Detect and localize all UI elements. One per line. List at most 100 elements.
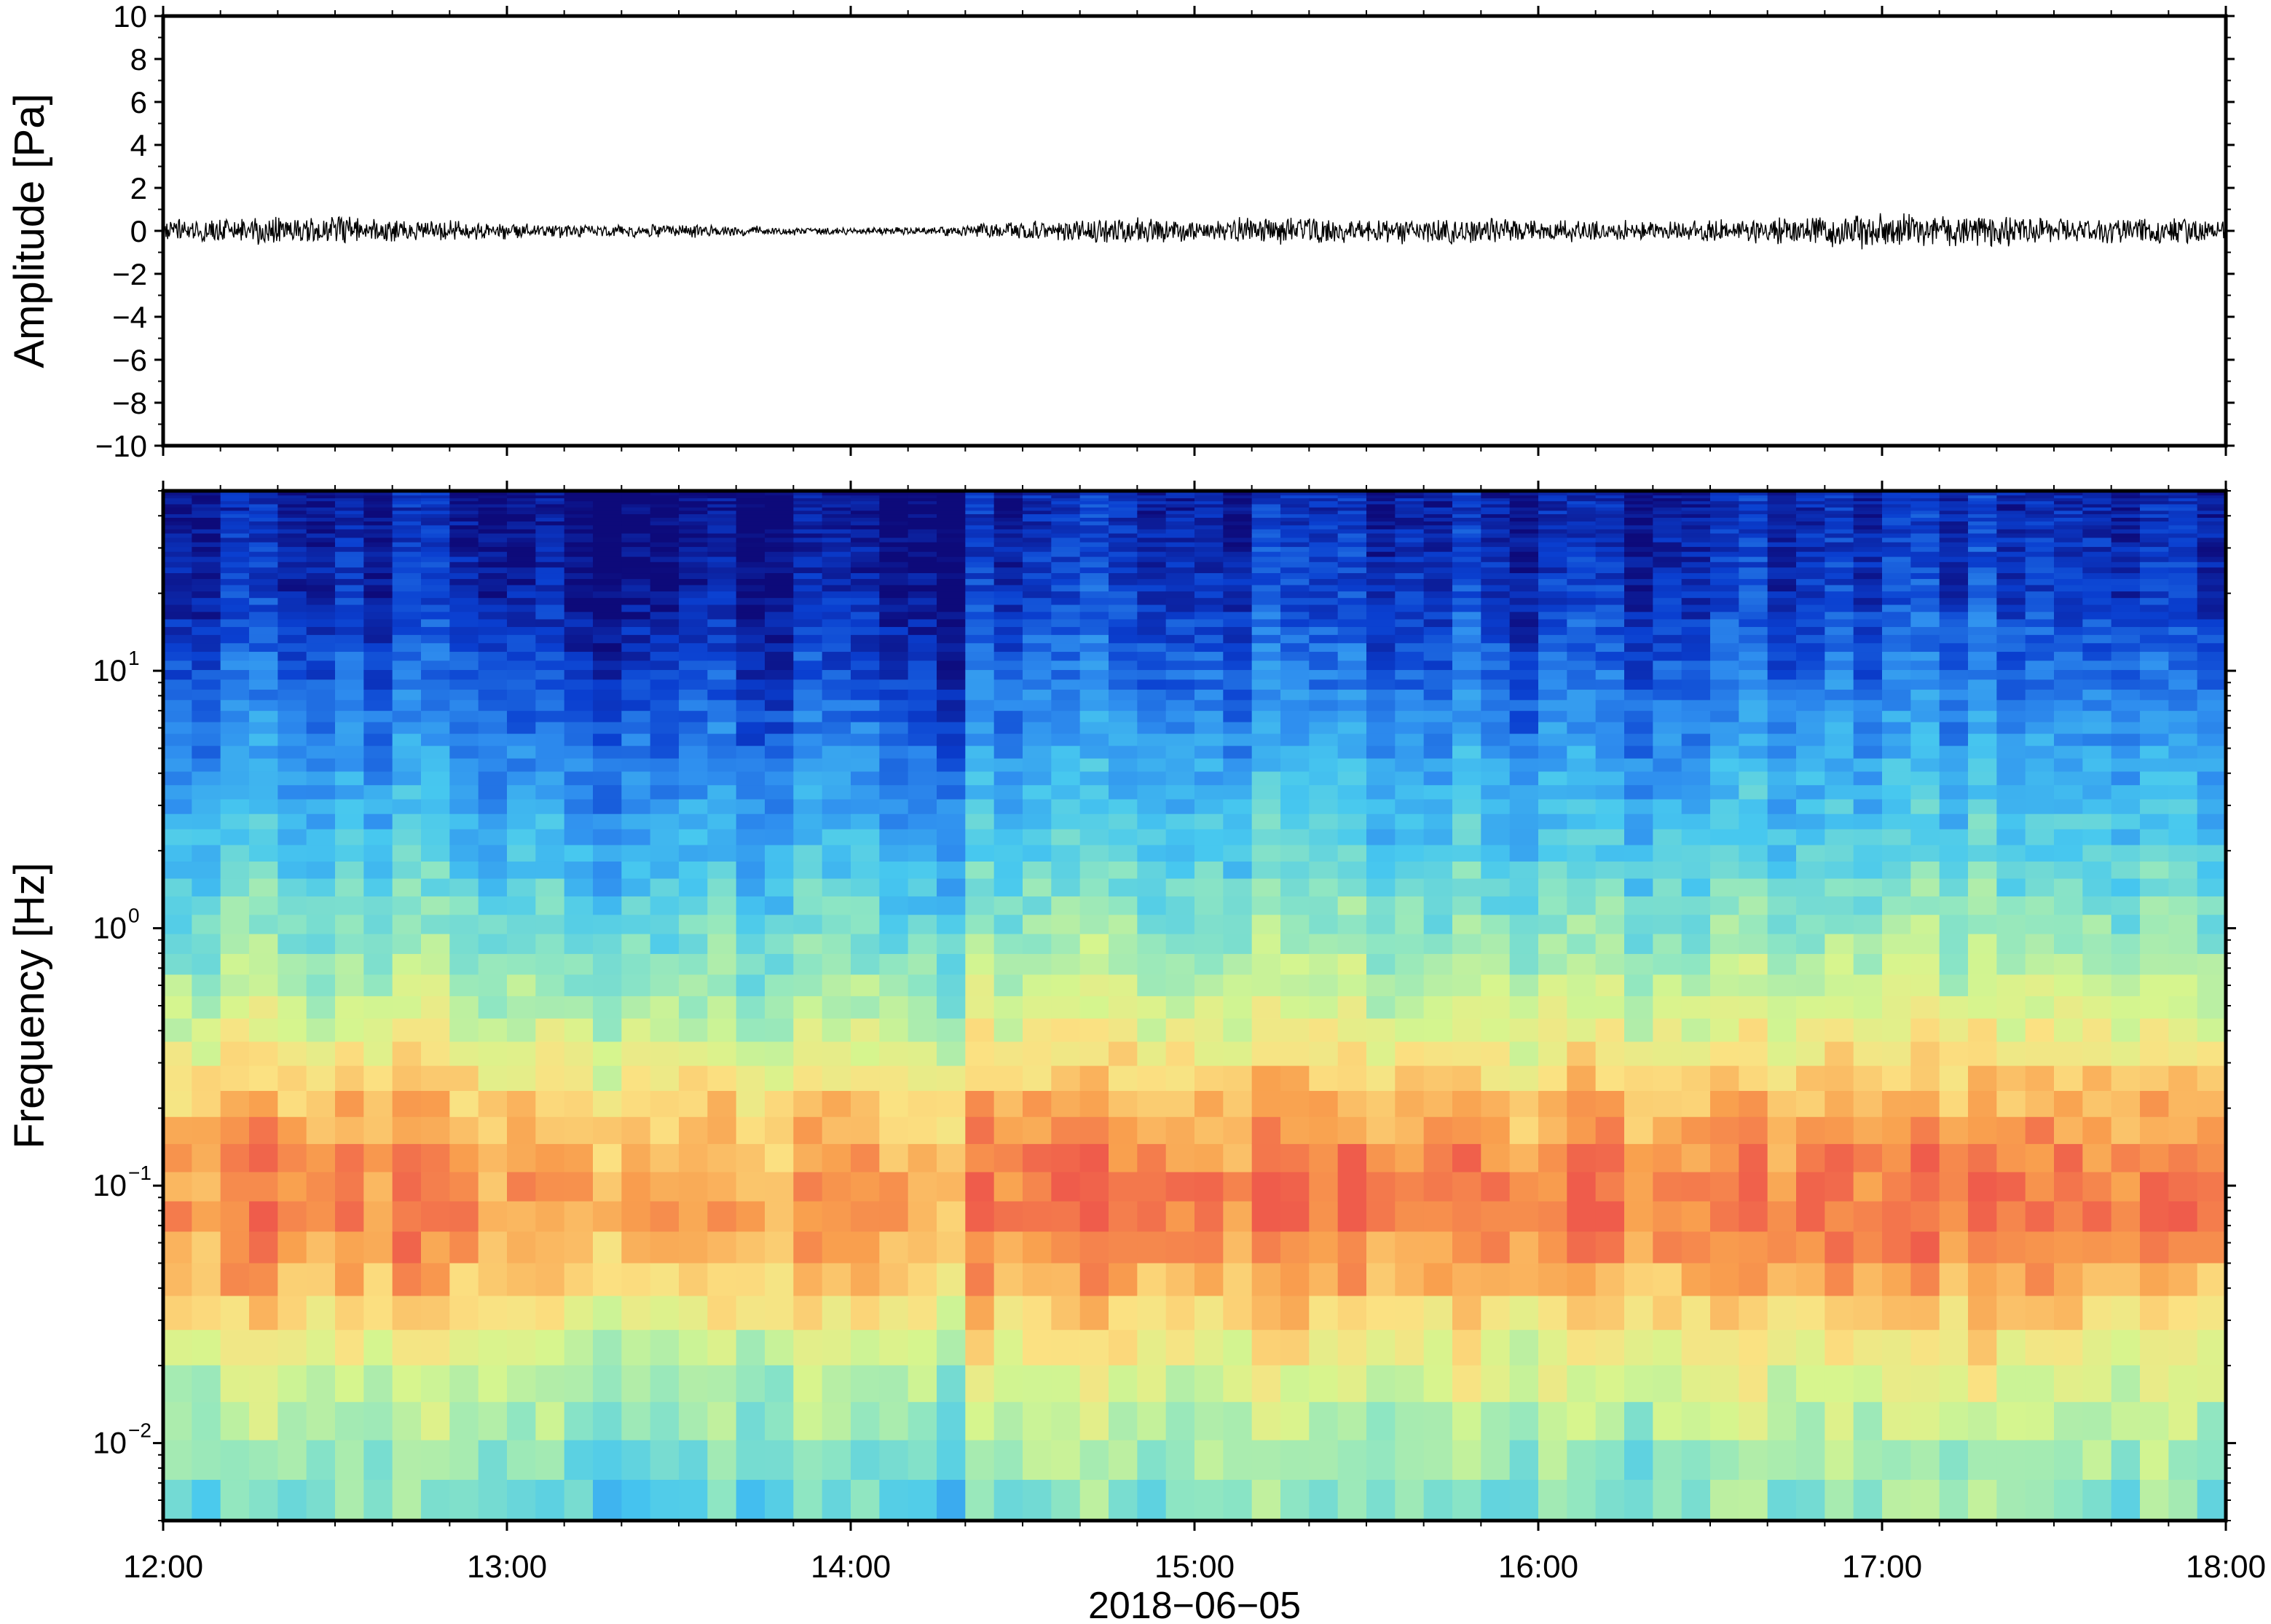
spectrogram-cell	[1309, 1171, 1339, 1202]
spectrogram-cell	[1681, 1116, 1711, 1144]
spectrogram-cell	[1538, 1041, 1567, 1066]
spectrogram-cell	[249, 500, 278, 505]
spectrogram-cell	[1710, 591, 1739, 599]
spectrogram-cell	[1681, 556, 1711, 562]
spectrogram-cell	[421, 733, 450, 746]
spectrogram-cell	[1309, 689, 1339, 701]
spectrogram-cell	[1223, 896, 1253, 915]
spectrogram-cell	[1796, 532, 1825, 538]
spectrogram-cell	[535, 1262, 565, 1296]
spectrogram-cell	[478, 556, 508, 562]
spectrogram-cell	[1882, 507, 1911, 511]
spectrogram-cell	[478, 1065, 508, 1091]
spectrogram-cell	[679, 611, 708, 620]
spectrogram-cell	[1567, 524, 1597, 529]
spectrogram-cell	[2054, 878, 2083, 896]
spectrogram-cell	[1194, 1365, 1224, 1403]
spectrogram-cell	[363, 567, 393, 574]
spectrogram-cell	[1739, 521, 1768, 526]
spectrogram-cell	[1452, 517, 1481, 522]
spectrogram-cell	[1825, 556, 1854, 562]
spectrogram-cell	[1337, 572, 1367, 580]
spectrogram-cell	[392, 492, 422, 496]
spectrogram-cell	[1739, 626, 1768, 635]
spectrogram-cell	[1767, 829, 1797, 845]
spectrogram-cell	[1825, 861, 1854, 879]
spectrogram-cell	[1452, 1295, 1481, 1331]
spectrogram-cell	[736, 710, 765, 722]
spectrogram-cell	[621, 611, 651, 620]
spectrogram-cell	[1624, 813, 1653, 829]
spectrogram-cell	[1051, 618, 1081, 627]
spectrogram-cell	[2082, 953, 2112, 975]
spectrogram-cell	[1309, 953, 1339, 975]
spectrogram-cell	[736, 584, 765, 592]
spectrogram-cell	[278, 497, 307, 502]
spectrogram-cell	[1481, 1116, 1511, 1144]
spectrogram-cell	[593, 660, 622, 671]
spectrogram-cell	[1739, 556, 1768, 562]
spectrogram-cell	[1309, 626, 1339, 635]
spectrogram-cell	[163, 572, 192, 580]
spectrogram-cell	[1251, 914, 1281, 934]
spectrogram-cell	[1624, 503, 1653, 508]
spectrogram-cell	[993, 651, 1023, 661]
spectrogram-cell	[879, 1365, 909, 1403]
spectrogram-cell	[965, 710, 995, 722]
spectrogram-cell	[163, 651, 192, 661]
spectrogram-cell	[993, 567, 1023, 574]
spectrogram-cell	[220, 878, 250, 896]
spectrogram-cell	[249, 651, 278, 661]
spectrogram-cell	[249, 1440, 278, 1481]
spectrogram-cell	[1996, 933, 2026, 954]
spectrogram-cell	[163, 1201, 192, 1232]
spectrogram-cell	[1739, 1201, 1768, 1232]
spectrogram-cell	[1395, 1116, 1425, 1144]
spectrogram-cell	[1109, 679, 1138, 690]
spectrogram-cell	[1194, 679, 1224, 690]
spectrogram-cell	[1481, 757, 1511, 772]
spectrogram-cell	[1624, 510, 1653, 515]
spectrogram-cell	[1366, 1041, 1396, 1066]
spectrogram-cell	[1538, 710, 1567, 722]
spectrogram-cell	[1853, 1201, 1883, 1232]
spectrogram-cell	[1796, 1065, 1825, 1091]
spectrogram-cell	[507, 844, 536, 862]
spectrogram-cell	[535, 578, 565, 586]
spectrogram-cell	[1079, 1017, 1109, 1042]
spectrogram-cell	[1366, 494, 1396, 499]
spectrogram-cell	[822, 770, 851, 786]
spectrogram-cell	[392, 494, 422, 499]
spectrogram-cell	[1853, 567, 1883, 574]
spectrogram-cell	[1165, 503, 1195, 508]
spectrogram-cell	[937, 660, 966, 671]
spectrogram-cell	[278, 974, 307, 996]
spectrogram-cell	[306, 521, 336, 526]
spectrogram-cell	[908, 513, 937, 518]
spectrogram-cell	[1653, 770, 1682, 786]
spectrogram-cell	[1251, 510, 1281, 515]
spectrogram-cell	[1337, 561, 1367, 568]
spectrogram-cell	[335, 517, 364, 522]
spectrogram-cell	[449, 1329, 479, 1365]
spectrogram-cell	[535, 1231, 565, 1264]
spectrogram-cell	[621, 567, 651, 574]
spectrogram-cell	[1452, 757, 1481, 772]
spectrogram-cell	[1251, 861, 1281, 879]
spectrogram-cell	[535, 634, 565, 644]
spectrogram-cell	[1280, 679, 1310, 690]
spectrogram-cell	[2025, 551, 2055, 557]
spectrogram-cell	[965, 572, 995, 580]
spectrogram-cell	[2082, 1365, 2112, 1403]
spectrogram-cell	[1337, 1143, 1367, 1172]
spectrogram-cell	[1223, 537, 1253, 543]
spectrogram-cell	[535, 798, 565, 814]
spectrogram-cell	[1739, 710, 1768, 722]
spectrogram-cell	[306, 996, 336, 1019]
spectrogram-cell	[392, 1479, 422, 1521]
spectrogram-cell	[879, 861, 909, 879]
spectrogram-cell	[1767, 494, 1797, 499]
spectrogram-cell	[1423, 1401, 1453, 1440]
spectrogram-cell	[1882, 745, 1911, 759]
spectrogram-cell	[392, 770, 422, 786]
